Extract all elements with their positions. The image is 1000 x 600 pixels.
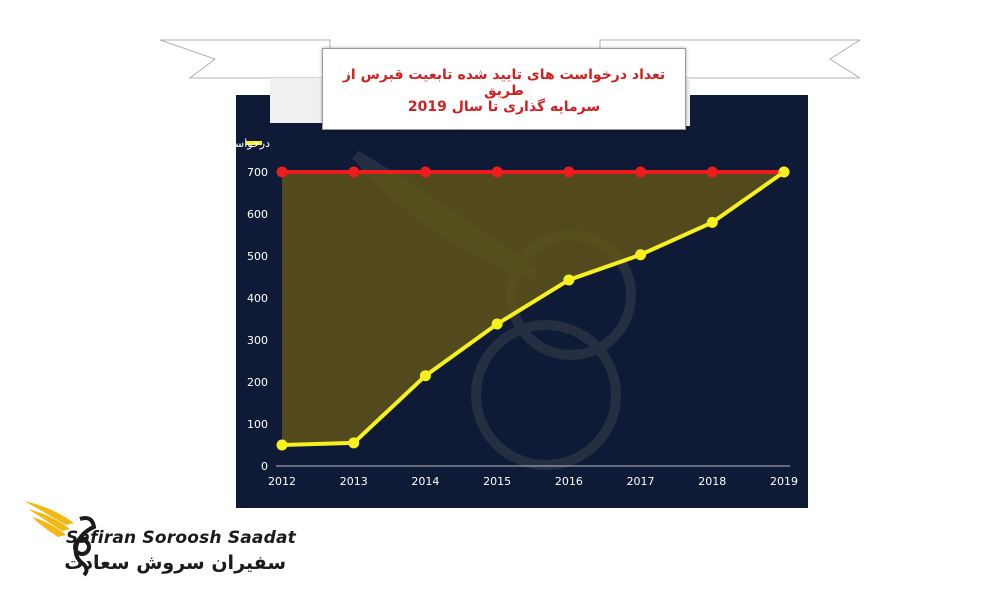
x-tick-label: 2012 xyxy=(268,475,296,488)
yellow-point xyxy=(276,439,288,451)
y-tick-label: 600 xyxy=(247,208,268,221)
y-tick-label: 0 xyxy=(261,460,268,473)
red-point xyxy=(563,166,575,178)
series-line-yellow xyxy=(281,170,786,447)
yellow-point xyxy=(491,318,503,330)
legend: درخواست های CIP مورد تایید در هر سال xyxy=(236,137,270,150)
x-tick-label: 2016 xyxy=(555,475,583,488)
yellow-point xyxy=(348,437,360,449)
chart-title-line-2: سرمایه گذاری تا سال 2019 xyxy=(407,99,601,115)
yellow-point xyxy=(635,249,647,261)
red-point xyxy=(635,166,647,178)
chart-title-line-1: تعداد درخواست های تایید شده تابعیت قبرس … xyxy=(342,67,666,99)
red-point xyxy=(419,166,431,178)
y-tick-label: 200 xyxy=(247,376,268,389)
yellow-point xyxy=(778,166,790,178)
bird-icon xyxy=(73,516,97,577)
red-point xyxy=(491,166,503,178)
x-tick-label: 2014 xyxy=(411,475,439,488)
y-tick-label: 400 xyxy=(247,292,268,305)
x-tick-label: 2015 xyxy=(483,475,511,488)
x-tick-label: 2018 xyxy=(698,475,726,488)
brand-logo xyxy=(24,501,97,577)
y-tick-label: 500 xyxy=(247,250,268,263)
legend-label: درخواست های CIP مورد تایید در هر سال xyxy=(236,137,270,150)
yellow-point xyxy=(563,274,575,286)
red-point xyxy=(276,166,288,178)
brand-name-english: Safiran Soroosh Saadat xyxy=(66,528,296,548)
y-tick-label: 700 xyxy=(247,166,268,179)
shaded-area xyxy=(282,172,784,445)
red-point xyxy=(348,166,360,178)
chart-panel: 0 100 200 300 400 500 600 700 2012 2013 2014 2015 20… xyxy=(236,95,808,508)
x-tick-label: 2019 xyxy=(770,475,798,488)
line-chart: 0 100 200 300 400 500 600 700 2012 2013 2014 2015 20… xyxy=(236,137,798,488)
y-tick-label: 300 xyxy=(247,334,268,347)
x-tick-label: 2017 xyxy=(627,475,655,488)
brand-name-persian: سفیران سروش سعادت xyxy=(64,552,286,574)
x-tick-label: 2013 xyxy=(340,475,368,488)
red-point xyxy=(706,166,718,178)
yellow-point xyxy=(706,216,718,228)
yellow-point xyxy=(419,370,431,382)
chart-title-box: تعداد درخواست های تایید شده تابعیت قبرس … xyxy=(322,48,686,130)
y-tick-label: 100 xyxy=(247,418,268,431)
wing-icon xyxy=(24,501,74,537)
